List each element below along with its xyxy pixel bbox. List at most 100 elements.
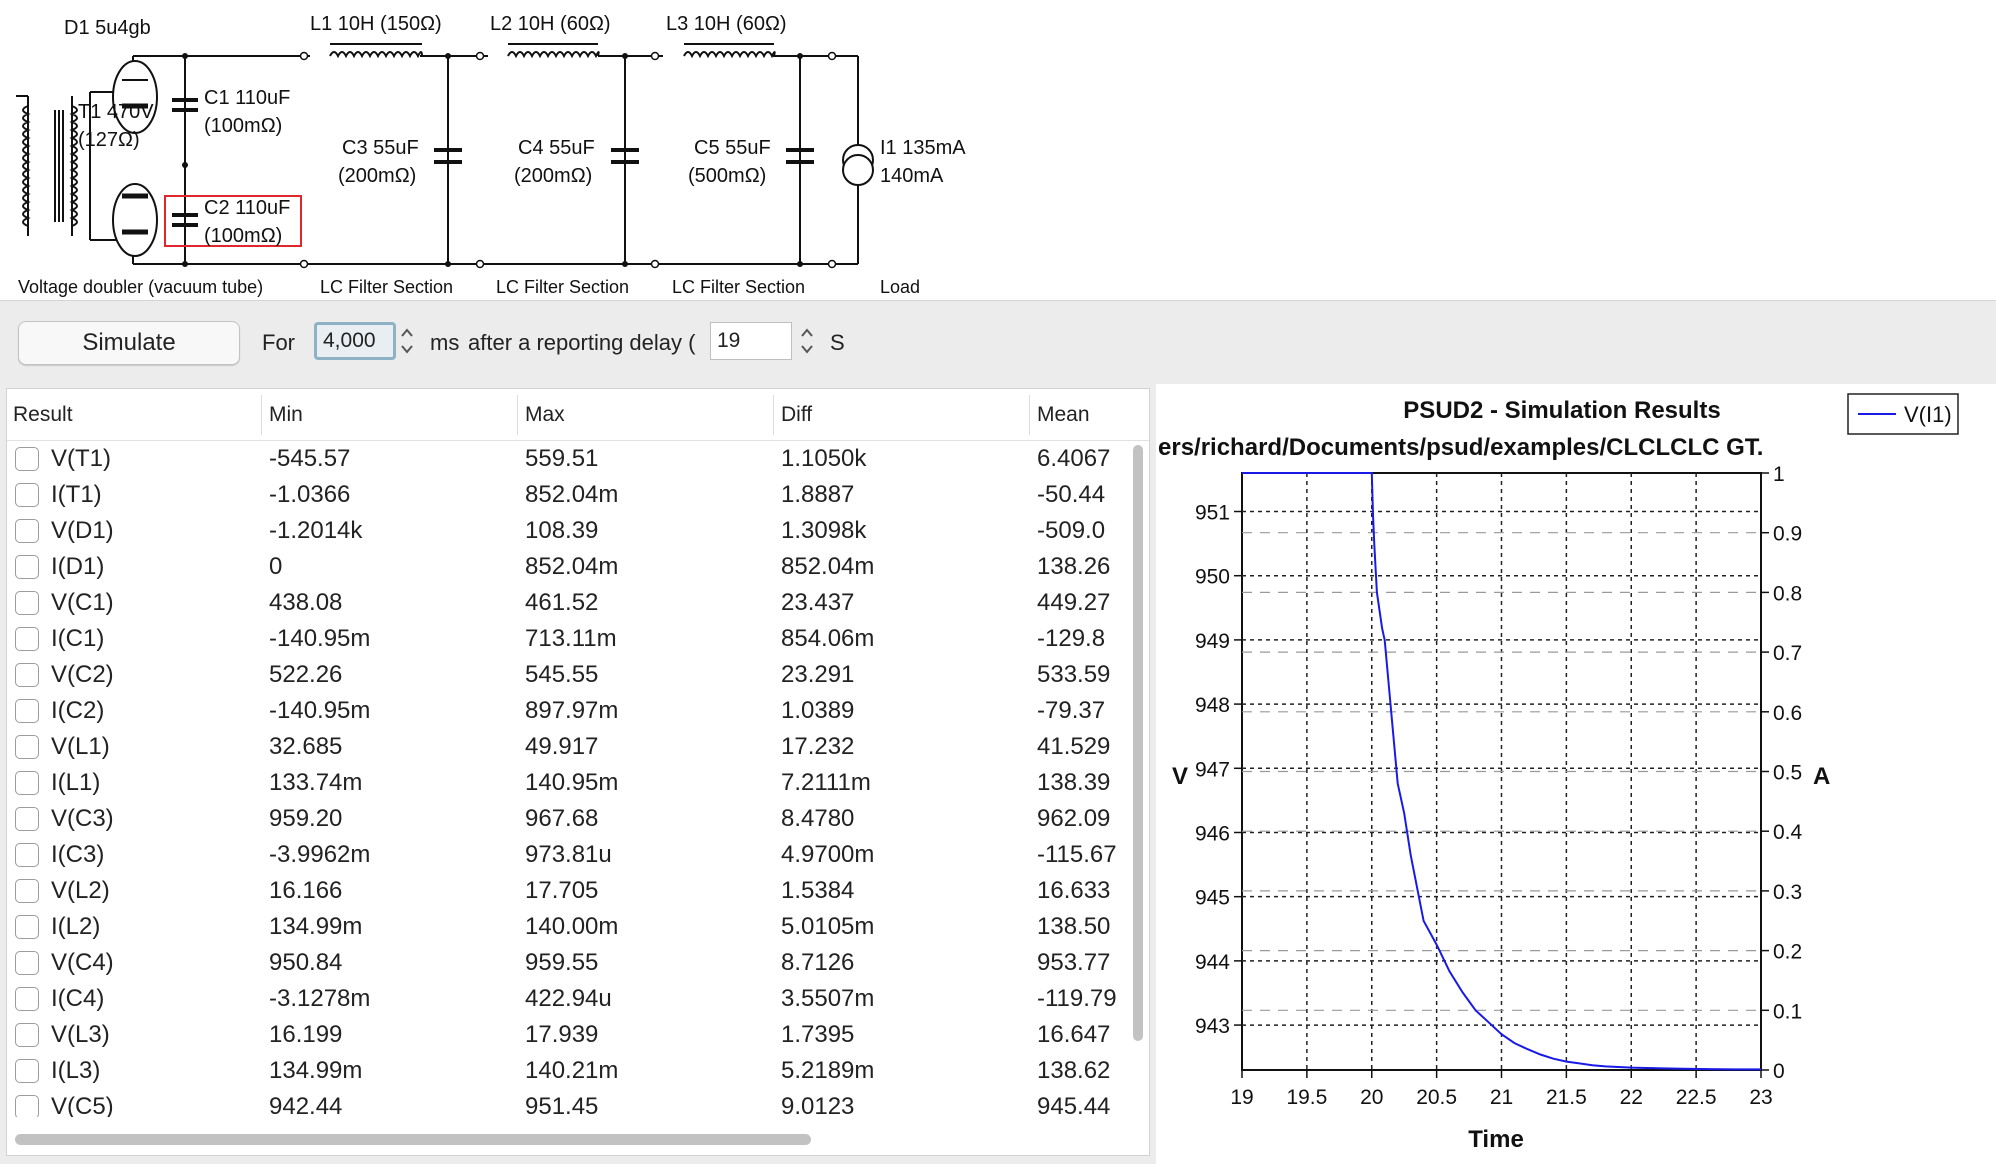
seconds-label: S bbox=[830, 330, 845, 355]
table-row[interactable]: V(D1) -1.2014k 108.39 1.3098k -509.0 bbox=[7, 513, 1129, 549]
duration-stepper[interactable] bbox=[398, 322, 416, 360]
row-checkbox[interactable] bbox=[15, 627, 39, 651]
cell-mean: 962.09 bbox=[1037, 805, 1111, 832]
cell-name: V(C1) bbox=[51, 589, 114, 616]
row-checkbox[interactable] bbox=[15, 1023, 39, 1047]
table-row[interactable]: I(C2) -140.95m 897.97m 1.0389 -79.37 bbox=[7, 693, 1129, 729]
horizontal-scrollbar[interactable] bbox=[13, 1131, 1133, 1147]
column-header-result[interactable]: Result bbox=[13, 403, 73, 426]
cell-diff: 17.232 bbox=[781, 733, 855, 760]
vertical-scroll-thumb[interactable] bbox=[1133, 445, 1143, 1041]
cell-diff: 1.0389 bbox=[781, 697, 855, 724]
cell-diff: 1.7395 bbox=[781, 1021, 855, 1048]
row-checkbox[interactable] bbox=[15, 591, 39, 615]
chart-canvas: PSUD2 - Simulation Results ers/richard/D… bbox=[1158, 393, 1959, 1153]
table-row[interactable]: I(L3) 134.99m 140.21m 5.2189m 138.62 bbox=[7, 1053, 1129, 1089]
y-tick-label: 950 bbox=[1195, 566, 1230, 589]
simulation-chart[interactable]: PSUD2 - Simulation Results ers/richard/D… bbox=[1156, 384, 1996, 1164]
cell-min: 133.74m bbox=[269, 769, 363, 796]
cell-min: -3.1278m bbox=[269, 985, 371, 1012]
row-checkbox[interactable] bbox=[15, 915, 39, 939]
table-row[interactable]: V(L2) 16.166 17.705 1.5384 16.633 bbox=[7, 873, 1129, 909]
cell-name: V(C2) bbox=[51, 661, 114, 688]
cell-name: I(L3) bbox=[51, 1057, 101, 1084]
column-header-max[interactable]: Max bbox=[525, 403, 565, 426]
row-checkbox[interactable] bbox=[15, 483, 39, 507]
cell-max: 140.95m bbox=[525, 769, 619, 796]
x-tick-label: 20.5 bbox=[1416, 1086, 1457, 1109]
cell-mean: 16.633 bbox=[1037, 877, 1111, 904]
y2-tick-label: 0.3 bbox=[1773, 881, 1802, 904]
x-tick-label: 22 bbox=[1620, 1086, 1643, 1109]
row-checkbox[interactable] bbox=[15, 447, 39, 471]
table-row[interactable]: V(C2) 522.26 545.55 23.291 533.59 bbox=[7, 657, 1129, 693]
circuit-schematic[interactable]: D1 5u4gb T1 470V (127Ω) C1 110uF (100mΩ)… bbox=[0, 0, 1996, 300]
cell-max: 140.21m bbox=[525, 1057, 619, 1084]
row-checkbox[interactable] bbox=[15, 735, 39, 759]
cell-max: 959.55 bbox=[525, 949, 599, 976]
row-checkbox[interactable] bbox=[15, 699, 39, 723]
table-row[interactable]: V(C3) 959.20 967.68 8.4780 962.09 bbox=[7, 801, 1129, 837]
row-checkbox[interactable] bbox=[15, 519, 39, 543]
cell-name: I(L2) bbox=[51, 913, 101, 940]
table-row[interactable]: I(C4) -3.1278m 422.94u 3.5507m -119.79 bbox=[7, 981, 1129, 1017]
schematic-drawing bbox=[16, 43, 874, 269]
x-tick-label: 19 bbox=[1230, 1086, 1253, 1109]
column-header-mean[interactable]: Mean bbox=[1037, 403, 1090, 426]
vertical-scrollbar[interactable] bbox=[1131, 445, 1145, 1045]
cell-diff: 1.8887 bbox=[781, 481, 855, 508]
cell-min: -3.9962m bbox=[269, 841, 371, 868]
y2-tick-label: 0.8 bbox=[1773, 582, 1802, 605]
column-header-diff[interactable]: Diff bbox=[781, 403, 813, 426]
cell-mean: 41.529 bbox=[1037, 733, 1111, 760]
table-row[interactable]: V(C5) 942.44 951.45 9.0123 945.44 bbox=[7, 1089, 1129, 1117]
row-checkbox[interactable] bbox=[15, 987, 39, 1011]
simulate-button[interactable]: Simulate bbox=[18, 321, 240, 365]
horizontal-scroll-thumb[interactable] bbox=[15, 1134, 811, 1145]
row-checkbox[interactable] bbox=[15, 951, 39, 975]
row-checkbox[interactable] bbox=[15, 663, 39, 687]
x-tick-label: 20 bbox=[1360, 1086, 1383, 1109]
table-row[interactable]: V(C4) 950.84 959.55 8.7126 953.77 bbox=[7, 945, 1129, 981]
cell-diff: 8.7126 bbox=[781, 949, 855, 976]
cell-max: 951.45 bbox=[525, 1093, 599, 1117]
cell-min: -1.2014k bbox=[269, 517, 363, 544]
cell-name: I(C2) bbox=[51, 697, 105, 724]
cell-mean: 138.39 bbox=[1037, 769, 1111, 796]
y-tick-label: 943 bbox=[1195, 1015, 1230, 1038]
chart-subtitle: ers/richard/Documents/psud/examples/CLCL… bbox=[1158, 434, 1763, 461]
cell-max: 17.705 bbox=[525, 877, 599, 904]
cell-mean: -79.37 bbox=[1037, 697, 1106, 724]
table-row[interactable]: V(C1) 438.08 461.52 23.437 449.27 bbox=[7, 585, 1129, 621]
table-row[interactable]: I(D1) 0 852.04m 852.04m 138.26 bbox=[7, 549, 1129, 585]
table-row[interactable]: I(C3) -3.9962m 973.81u 4.9700m -115.67 bbox=[7, 837, 1129, 873]
row-checkbox[interactable] bbox=[15, 843, 39, 867]
delay-stepper[interactable] bbox=[798, 322, 816, 360]
x-tick-label: 21.5 bbox=[1546, 1086, 1587, 1109]
results-table[interactable]: Result Min Max Diff Mean V(T1) -545.57 559… bbox=[6, 388, 1150, 1156]
cell-max: 17.939 bbox=[525, 1021, 599, 1048]
row-checkbox[interactable] bbox=[15, 555, 39, 579]
table-row[interactable]: V(T1) -545.57 559.51 1.1050k 6.4067 bbox=[7, 441, 1129, 477]
cell-diff: 854.06m bbox=[781, 625, 875, 652]
cell-mean: -115.67 bbox=[1037, 841, 1117, 868]
cell-mean: 533.59 bbox=[1037, 661, 1111, 688]
row-checkbox[interactable] bbox=[15, 1059, 39, 1083]
cell-min: 438.08 bbox=[269, 589, 343, 616]
column-header-min[interactable]: Min bbox=[269, 403, 303, 426]
table-row[interactable]: I(L1) 133.74m 140.95m 7.2111m 138.39 bbox=[7, 765, 1129, 801]
row-checkbox[interactable] bbox=[15, 1095, 39, 1117]
row-checkbox[interactable] bbox=[15, 771, 39, 795]
cell-min: 942.44 bbox=[269, 1093, 343, 1117]
duration-input[interactable]: 4,000 bbox=[314, 322, 396, 360]
table-row[interactable]: I(L2) 134.99m 140.00m 5.0105m 138.50 bbox=[7, 909, 1129, 945]
table-row[interactable]: I(T1) -1.0366 852.04m 1.8887 -50.44 bbox=[7, 477, 1129, 513]
table-row[interactable]: V(L1) 32.685 49.917 17.232 41.529 bbox=[7, 729, 1129, 765]
row-checkbox[interactable] bbox=[15, 807, 39, 831]
delay-input[interactable]: 19 bbox=[710, 322, 792, 360]
table-row[interactable]: V(L3) 16.199 17.939 1.7395 16.647 bbox=[7, 1017, 1129, 1053]
cell-diff: 1.1050k bbox=[781, 445, 867, 472]
row-checkbox[interactable] bbox=[15, 879, 39, 903]
x-tick-label: 19.5 bbox=[1286, 1086, 1327, 1109]
table-row[interactable]: I(C1) -140.95m 713.11m 854.06m -129.8 bbox=[7, 621, 1129, 657]
